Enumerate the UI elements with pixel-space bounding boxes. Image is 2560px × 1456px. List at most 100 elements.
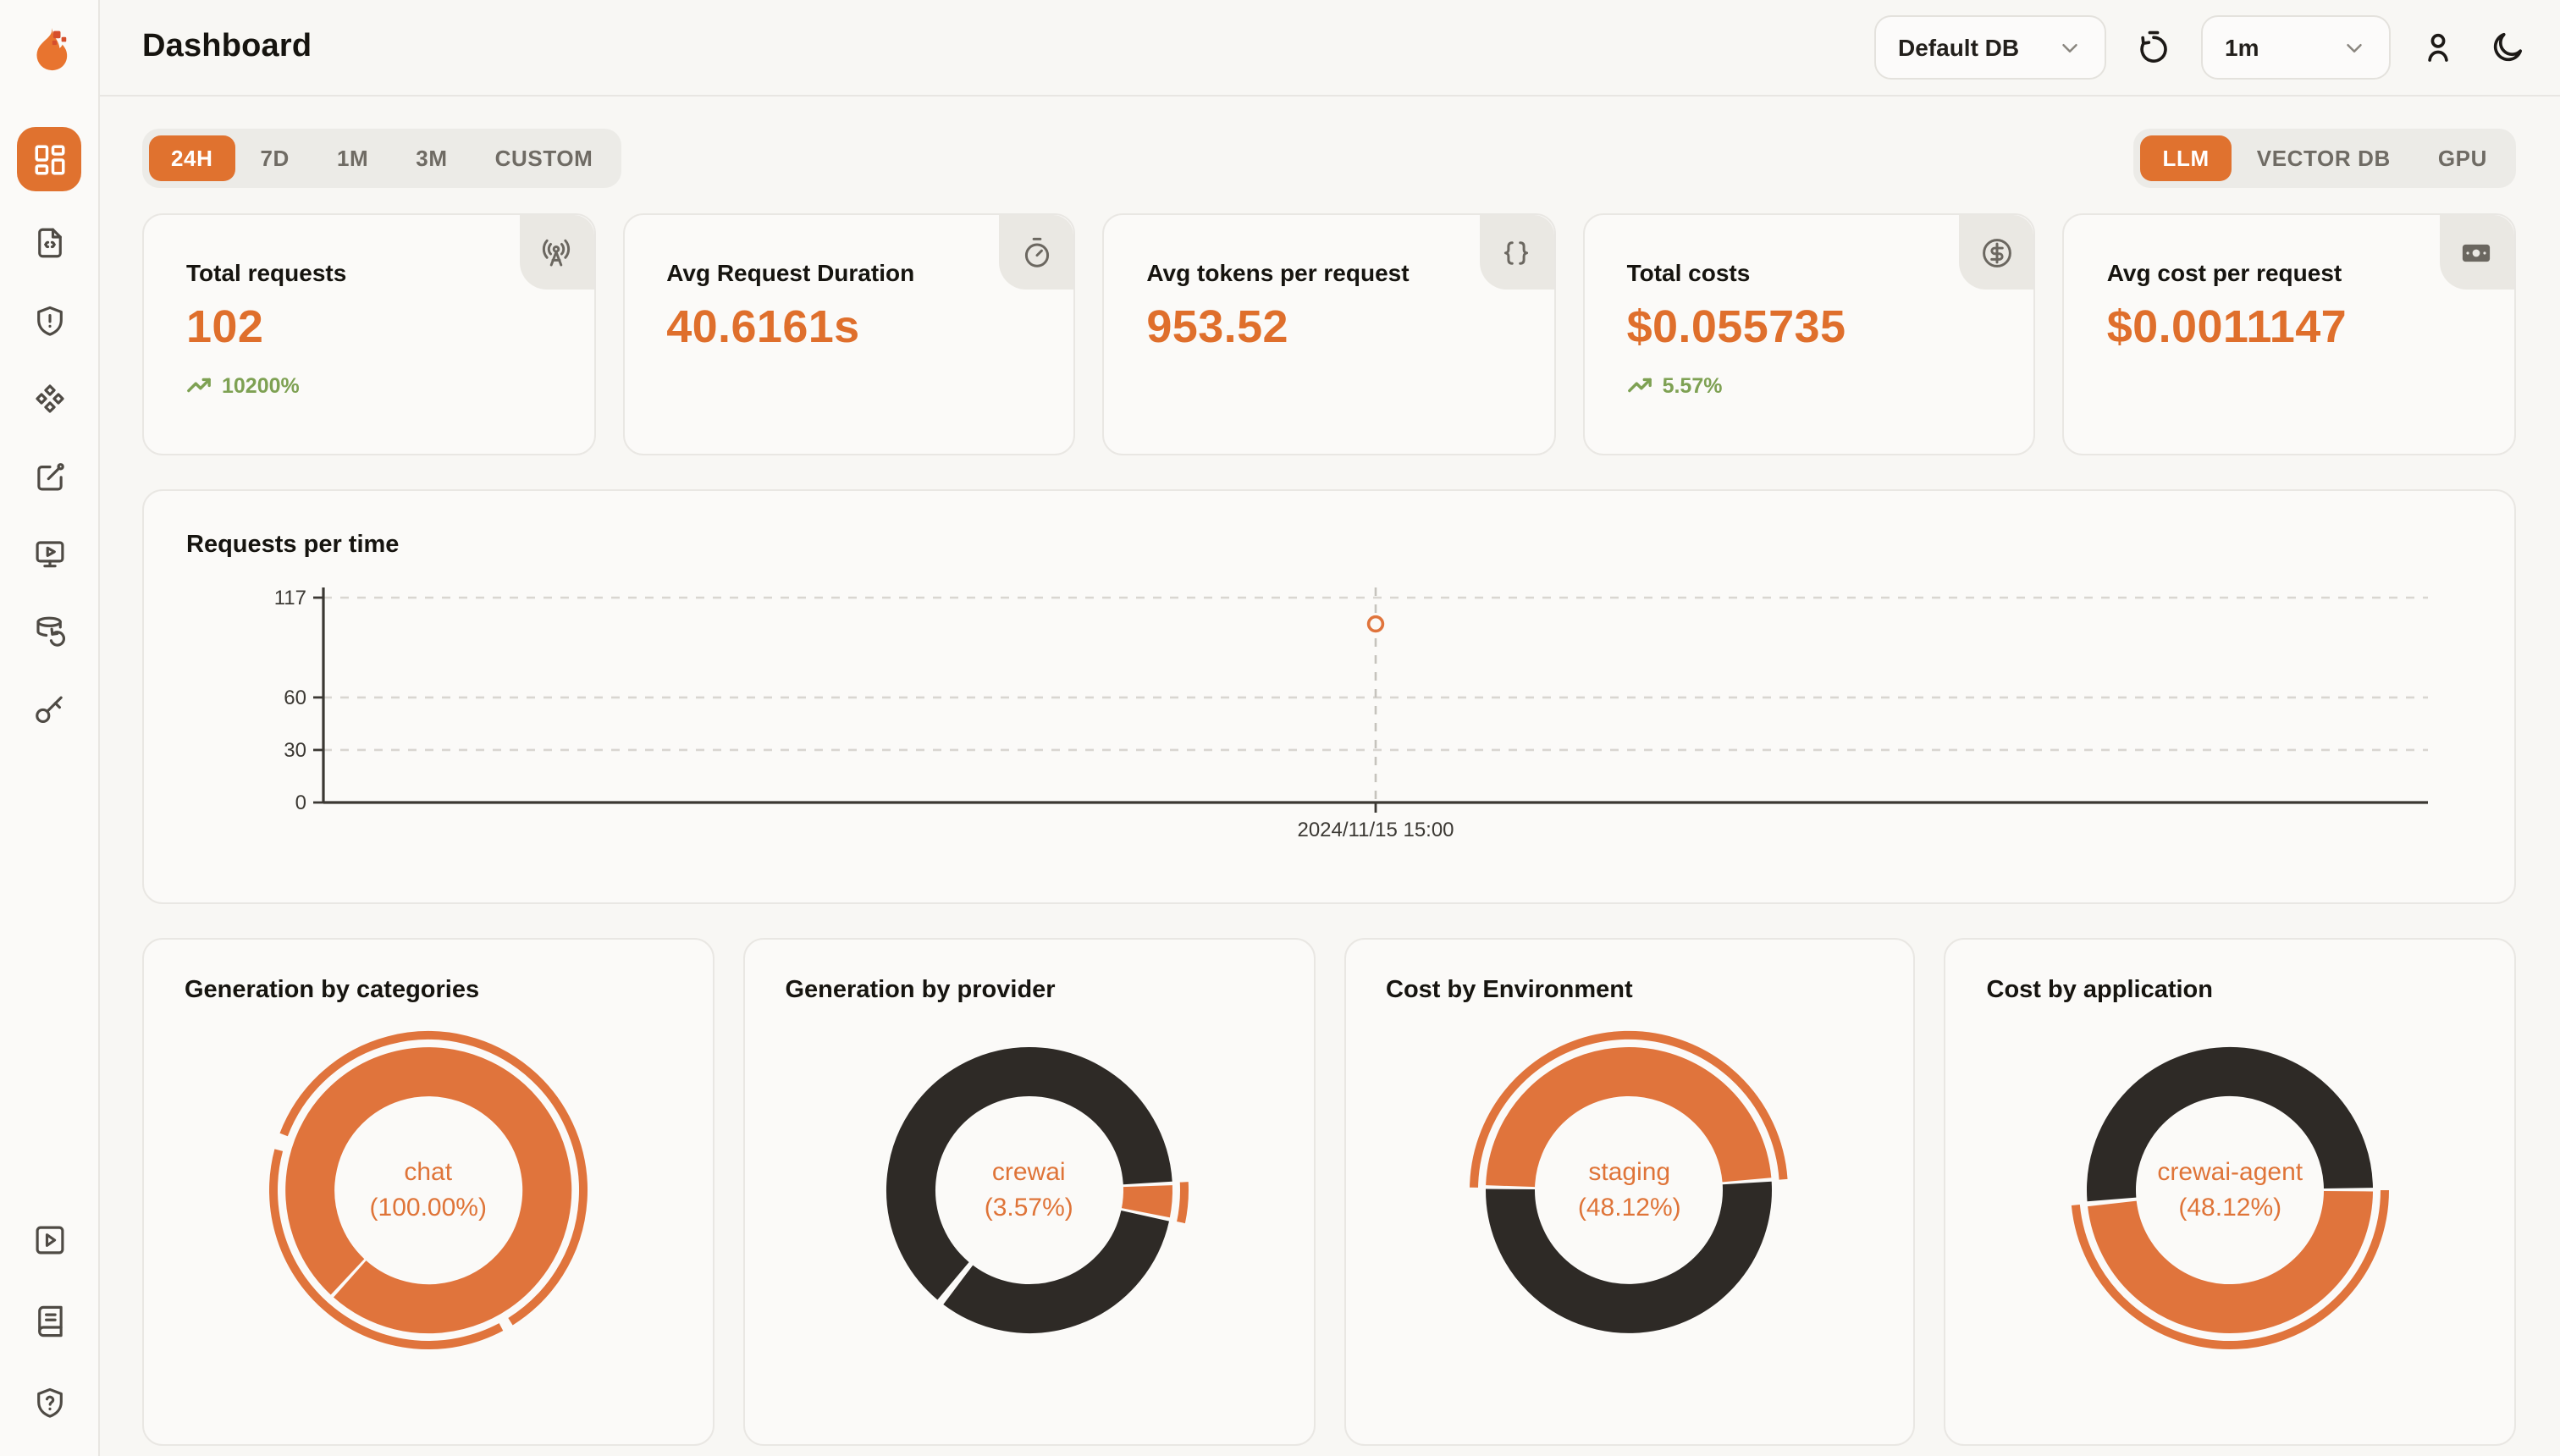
sidebar-item-support[interactable] — [22, 1375, 76, 1429]
tab-time-7d[interactable]: 7D — [260, 146, 290, 171]
donut-title: Cost by Environment — [1386, 977, 1633, 1004]
donut-rings — [268, 1031, 588, 1349]
shield-question-icon — [36, 1387, 62, 1417]
chart-title: Requests per time — [186, 532, 400, 559]
time-range-tabs: 24H 7D 1M 3M CUSTOM — [142, 129, 622, 188]
stat-label: Avg cost per request — [2106, 259, 2342, 286]
filter-row: 24H 7D 1M 3M CUSTOM LLM VECTOR DB GPU — [142, 129, 2516, 188]
stat-card-avg-cost-per-request: Avg cost per request $0.0011147 — [2062, 213, 2516, 455]
donut-cards-row: Generation by categories chat (100.00%) Gen… — [142, 938, 2516, 1446]
stat-badge — [519, 215, 594, 290]
tab-time-custom[interactable]: CUSTOM — [494, 146, 593, 171]
donut-label-name: chat — [404, 1158, 453, 1187]
donut-label-percent: (48.12%) — [2178, 1194, 2282, 1222]
donut-card-cost-by-application: Cost by application crewai-agent (48.12%) — [1944, 938, 2516, 1446]
donut-card-generation-by-categories: Generation by categories chat (100.00%) — [142, 938, 714, 1446]
sidebar — [0, 0, 100, 1456]
tab-mode-gpu[interactable]: GPU — [2437, 146, 2487, 171]
donut-label-percent: (48.12%) — [1577, 1194, 1681, 1222]
radio-tower-icon — [543, 238, 571, 266]
donut-rings — [2072, 1046, 2390, 1350]
donut-label-name: staging — [1588, 1158, 1671, 1187]
donut-card-cost-by-environment: Cost by Environment staging (48.12%) — [1343, 938, 1916, 1446]
monitor-play-icon — [35, 540, 63, 567]
refresh-interval-selector[interactable]: 1m — [2201, 15, 2391, 80]
y-tick-label: 117 — [274, 587, 306, 609]
tab-time-1m[interactable]: 1M — [336, 146, 369, 171]
user-icon — [2428, 33, 2448, 62]
stat-card-total-requests: Total requests 102 10200% — [142, 213, 596, 455]
sidebar-item-prompt-hub[interactable] — [22, 449, 76, 503]
timer-icon — [1024, 236, 1049, 267]
donut-label-percent: (100.00%) — [369, 1194, 487, 1222]
donut-chart[interactable]: crewai-agent (48.12%) — [2061, 1021, 2399, 1359]
donut-center-label: crewai-agent (48.12%) — [2061, 1021, 2399, 1359]
timer-reset-icon — [2140, 30, 2167, 63]
stat-label: Total costs — [1626, 259, 1751, 286]
stat-delta-value: 10200% — [222, 373, 300, 397]
donut-chart[interactable]: crewai (3.57%) — [859, 1021, 1198, 1359]
donut-label-percent: (3.57%) — [984, 1194, 1073, 1222]
sidebar-item-api-keys[interactable] — [22, 682, 76, 736]
donut-chart[interactable]: chat (100.00%) — [259, 1021, 598, 1359]
donut-title: Cost by application — [1986, 977, 2214, 1004]
stat-badge — [2439, 215, 2514, 290]
theme-toggle-button[interactable] — [2486, 25, 2530, 69]
sidebar-item-getting-started[interactable] — [22, 1212, 76, 1266]
refresh-history-button[interactable] — [2132, 25, 2176, 69]
stat-value: $0.055735 — [1626, 301, 1846, 352]
trending-up-icon — [1627, 378, 1652, 393]
sidebar-item-databases[interactable] — [22, 604, 76, 659]
donut-center-label: chat (100.00%) — [259, 1021, 598, 1359]
requests-line-chart[interactable]: 0 30 60 117 2024/11/15 15:00 — [144, 491, 2518, 855]
tab-mode-llm[interactable]: LLM — [2140, 135, 2232, 181]
tab-time-3m[interactable]: 3M — [416, 146, 448, 171]
stat-value: 102 — [186, 301, 264, 352]
donut-label-name: crewai-agent — [2157, 1158, 2303, 1187]
layout-dashboard-icon — [34, 144, 64, 174]
tab-time-24h[interactable]: 24H — [149, 135, 235, 181]
database-selector-value: Default DB — [1898, 34, 2020, 61]
tab-mode-vector-db[interactable]: VECTOR DB — [2256, 146, 2391, 171]
donut-title: Generation by categories — [185, 977, 480, 1004]
stat-value: $0.0011147 — [2106, 301, 2348, 352]
key-icon — [35, 695, 62, 723]
app-logo[interactable] — [0, 0, 98, 97]
mode-tabs: LLM VECTOR DB GPU — [2133, 129, 2516, 188]
flame-logo-icon — [36, 26, 68, 70]
sidebar-item-requests[interactable] — [22, 215, 76, 269]
stat-delta-value: 5.57% — [1662, 373, 1723, 397]
sidebar-item-playground[interactable] — [22, 527, 76, 581]
diamond-grid-icon — [35, 383, 63, 412]
sidebar-item-dashboard[interactable] — [17, 127, 81, 191]
stat-card-avg-tokens-per-request: Avg tokens per request 953.52 — [1102, 213, 1556, 455]
sidebar-nav — [17, 97, 81, 1212]
sidebar-item-documentation[interactable] — [22, 1293, 76, 1348]
stat-label: Total requests — [186, 259, 347, 286]
stat-cards-row: Total requests 102 10200% Avg Request Durat… — [142, 213, 2516, 455]
account-button[interactable] — [2416, 25, 2460, 69]
donut-label-name: crewai — [991, 1158, 1066, 1187]
requests-per-time-card: Requests per time 0 30 60 117 2024/11/15 15:… — [142, 489, 2516, 904]
donut-chart[interactable]: staging (48.12%) — [1460, 1021, 1799, 1359]
data-point-marker[interactable] — [1366, 615, 1385, 633]
stat-delta: 5.57% — [1627, 372, 2034, 398]
y-tick-label: 60 — [284, 687, 306, 709]
database-selector[interactable]: Default DB — [1874, 15, 2106, 80]
trending-up-icon — [187, 378, 211, 393]
sidebar-item-exceptions[interactable] — [22, 293, 76, 347]
x-tick-label: 2024/11/15 15:00 — [1297, 819, 1454, 841]
sidebar-footer — [22, 1212, 76, 1456]
donut-card-generation-by-provider: Generation by provider crewai (3.57%) — [742, 938, 1315, 1446]
banknote-icon — [2463, 243, 2491, 262]
stat-card-total-costs: Total costs $0.055735 5.57% — [1582, 213, 2036, 455]
y-tick-label: 0 — [295, 791, 306, 814]
sidebar-item-openground[interactable] — [22, 371, 76, 425]
stat-card-avg-request-duration: Avg Request Duration 40.6161s — [622, 213, 1076, 455]
donut-rings — [886, 1047, 1189, 1333]
top-bar: Dashboard Default DB 1m — [100, 0, 2560, 97]
shield-alert-icon — [36, 305, 62, 335]
braces-icon — [1504, 240, 1529, 264]
chevron-down-icon — [2057, 35, 2083, 60]
database-backup-icon — [36, 615, 64, 646]
